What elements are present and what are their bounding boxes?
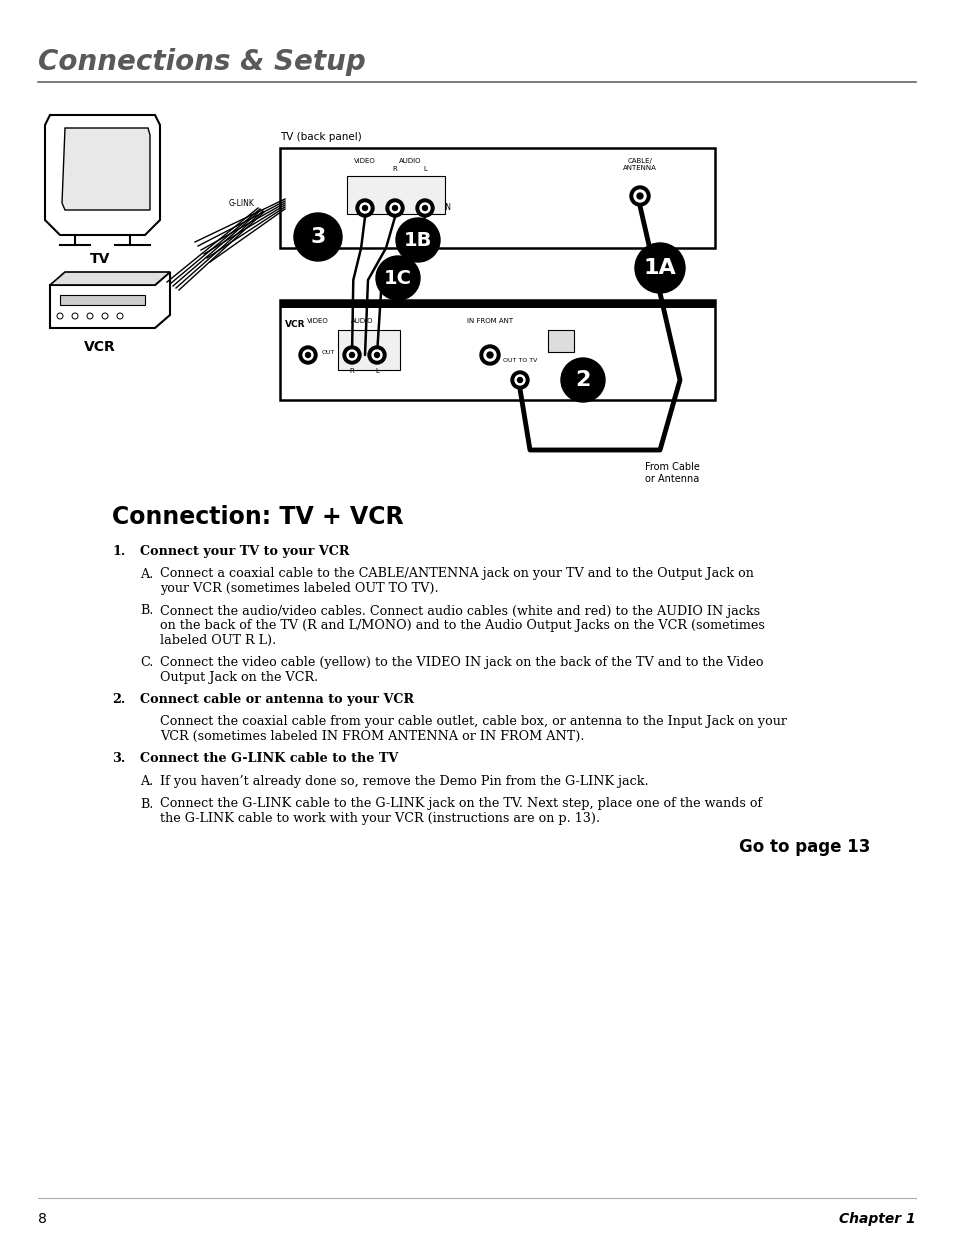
FancyBboxPatch shape	[337, 330, 399, 370]
Text: Connect the G-LINK cable to the G-LINK jack on the TV. Next step, place one of t: Connect the G-LINK cable to the G-LINK j…	[160, 798, 761, 810]
Circle shape	[483, 350, 496, 361]
Polygon shape	[50, 272, 170, 329]
Text: B.: B.	[140, 798, 153, 810]
Text: VCR: VCR	[84, 340, 115, 354]
Circle shape	[517, 378, 522, 383]
Text: labeled OUT R L).: labeled OUT R L).	[160, 634, 276, 646]
Text: Connect the video cable (yellow) to the VIDEO IN jack on the back of the TV and : Connect the video cable (yellow) to the …	[160, 656, 762, 669]
Text: OUT TO TV: OUT TO TV	[502, 358, 537, 363]
Text: VCR (sometimes labeled IN FROM ANTENNA or IN FROM ANT).: VCR (sometimes labeled IN FROM ANTENNA o…	[160, 730, 584, 743]
Circle shape	[303, 350, 313, 359]
Text: L: L	[422, 165, 427, 172]
Polygon shape	[50, 272, 170, 285]
Text: Go to page 13: Go to page 13	[738, 839, 869, 857]
Circle shape	[637, 193, 642, 199]
Circle shape	[560, 358, 604, 403]
FancyBboxPatch shape	[547, 330, 574, 352]
Circle shape	[635, 243, 684, 293]
Circle shape	[305, 352, 310, 357]
Text: 3.: 3.	[112, 752, 125, 766]
Text: G-LINK: G-LINK	[229, 199, 254, 207]
Text: R: R	[349, 368, 354, 374]
Circle shape	[511, 370, 529, 389]
Text: 3: 3	[310, 227, 325, 247]
Text: IN FROM ANT: IN FROM ANT	[466, 317, 513, 324]
Text: your VCR (sometimes labeled OUT TO TV).: your VCR (sometimes labeled OUT TO TV).	[160, 582, 438, 595]
Circle shape	[479, 345, 499, 366]
Text: A.: A.	[140, 568, 153, 580]
Text: on the back of the TV (R and L/MONO) and to the Audio Output Jacks on the VCR (s: on the back of the TV (R and L/MONO) and…	[160, 619, 764, 632]
Text: the G-LINK cable to work with your VCR (instructions are on p. 13).: the G-LINK cable to work with your VCR (…	[160, 811, 599, 825]
Circle shape	[349, 352, 355, 357]
Text: Connections & Setup: Connections & Setup	[38, 48, 365, 77]
Text: 1A: 1A	[643, 258, 676, 278]
Text: Connect your TV to your VCR: Connect your TV to your VCR	[140, 545, 349, 558]
Circle shape	[629, 186, 649, 206]
Circle shape	[390, 203, 399, 212]
Circle shape	[375, 352, 379, 357]
Circle shape	[375, 256, 419, 300]
Text: L: L	[375, 368, 378, 374]
Text: CH3: CH3	[550, 333, 562, 338]
Text: Connection: TV + VCR: Connection: TV + VCR	[112, 505, 403, 529]
Circle shape	[486, 352, 493, 358]
Text: AUDIO: AUDIO	[351, 317, 373, 324]
Circle shape	[395, 219, 439, 262]
Circle shape	[359, 203, 370, 212]
Circle shape	[416, 199, 434, 217]
Text: VIDEO: VIDEO	[354, 158, 375, 164]
Text: Chapter 1: Chapter 1	[839, 1212, 915, 1226]
Text: Connect the audio/video cables. Connect audio cables (white and red) to the AUDI: Connect the audio/video cables. Connect …	[160, 604, 760, 618]
Polygon shape	[45, 115, 160, 235]
Circle shape	[392, 205, 397, 210]
Text: TV: TV	[90, 252, 111, 266]
FancyBboxPatch shape	[60, 295, 145, 305]
Text: AUDIO: AUDIO	[398, 158, 421, 164]
Text: Output Jack on the VCR.: Output Jack on the VCR.	[160, 671, 318, 683]
Circle shape	[419, 203, 430, 212]
Text: If you haven’t already done so, remove the Demo Pin from the G-LINK jack.: If you haven’t already done so, remove t…	[160, 776, 648, 788]
Text: Connect cable or antenna to your VCR: Connect cable or antenna to your VCR	[140, 693, 414, 706]
Text: IN: IN	[442, 204, 451, 212]
FancyBboxPatch shape	[280, 300, 714, 308]
Circle shape	[368, 346, 386, 364]
Text: VCR: VCR	[285, 320, 305, 329]
Text: VIDEO: VIDEO	[307, 317, 329, 324]
Text: 1B: 1B	[403, 231, 432, 249]
Text: 2: 2	[575, 370, 590, 390]
Circle shape	[355, 199, 374, 217]
FancyBboxPatch shape	[280, 300, 714, 400]
FancyBboxPatch shape	[347, 177, 444, 214]
Text: TV (back panel): TV (back panel)	[280, 132, 361, 142]
Text: ANTENNA: ANTENNA	[622, 165, 657, 170]
Text: Connect a coaxial cable to the CABLE/ANTENNA jack on your TV and to the Output J: Connect a coaxial cable to the CABLE/ANT…	[160, 568, 753, 580]
Text: CABLE/: CABLE/	[627, 158, 652, 164]
Circle shape	[362, 205, 367, 210]
FancyBboxPatch shape	[280, 148, 714, 248]
Text: 2.: 2.	[112, 693, 125, 706]
Circle shape	[515, 375, 524, 385]
Text: OUT: OUT	[322, 350, 335, 354]
Text: Connect the G-LINK cable to the TV: Connect the G-LINK cable to the TV	[140, 752, 397, 766]
Circle shape	[343, 346, 360, 364]
Text: 1.: 1.	[112, 545, 125, 558]
Circle shape	[634, 190, 645, 203]
Text: A.: A.	[140, 776, 153, 788]
Circle shape	[386, 199, 403, 217]
Circle shape	[294, 212, 341, 261]
Circle shape	[347, 350, 356, 359]
Circle shape	[422, 205, 427, 210]
Circle shape	[372, 350, 381, 359]
Text: B.: B.	[140, 604, 153, 618]
Circle shape	[298, 346, 316, 364]
Text: 1C: 1C	[384, 268, 412, 288]
Text: C.: C.	[140, 656, 153, 669]
Text: CH4: CH4	[550, 342, 562, 347]
Text: From Cable
or Antenna: From Cable or Antenna	[644, 462, 699, 484]
Text: R: R	[393, 165, 397, 172]
Text: Connect the coaxial cable from your cable outlet, cable box, or antenna to the I: Connect the coaxial cable from your cabl…	[160, 715, 786, 729]
Polygon shape	[62, 128, 150, 210]
Text: 8: 8	[38, 1212, 47, 1226]
